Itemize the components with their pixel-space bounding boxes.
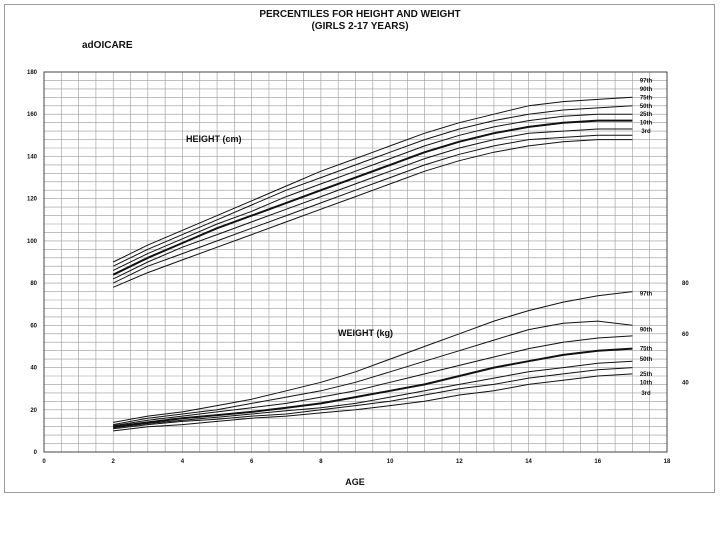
height-percentile-line — [112, 105, 633, 267]
x-tick-label: 18 — [664, 459, 671, 465]
weight-percentile-label: 90th — [640, 328, 653, 334]
y-tick-label: 100 — [27, 239, 38, 245]
right-axis-label: 40 — [682, 380, 689, 386]
weight-percentile-line — [113, 335, 633, 427]
x-tick-label: 14 — [525, 459, 532, 465]
height-percentile-line — [112, 119, 633, 276]
brand-label: adOICARE — [82, 40, 133, 51]
x-tick-label: 8 — [319, 459, 323, 465]
height-percentile-line — [112, 113, 633, 271]
height-percentile-line — [113, 139, 633, 288]
y-tick-label: 160 — [27, 112, 38, 118]
x-axis-label: AGE — [345, 477, 365, 487]
height-percentile-label: 90th — [640, 87, 653, 93]
chart-title: PERCENTILES FOR HEIGHT AND WEIGHT — [259, 9, 461, 20]
chart-frame — [4, 4, 715, 493]
x-tick-label: 6 — [250, 459, 254, 465]
right-axis-label: 80 — [682, 281, 689, 287]
y-tick-label: 120 — [27, 197, 38, 203]
y-tick-label: 180 — [27, 70, 38, 76]
chart-subtitle: (GIRLS 2-17 YEARS) — [311, 21, 409, 32]
x-tick-label: 2 — [112, 459, 116, 465]
y-tick-label: 60 — [30, 323, 37, 329]
weight-percentile-label: 3rd — [641, 391, 651, 397]
x-tick-label: 4 — [181, 459, 185, 465]
y-tick-label: 20 — [30, 408, 37, 414]
height-percentile-label: 75th — [640, 95, 653, 101]
x-tick-label: 10 — [387, 459, 394, 465]
weight-percentile-line — [113, 320, 633, 426]
x-tick-label: 0 — [42, 459, 46, 465]
y-tick-label: 80 — [30, 281, 37, 287]
weight-percentile-line — [113, 347, 633, 428]
height-percentile-line — [112, 134, 633, 284]
weight-percentile-label: 10th — [640, 380, 653, 386]
weight-percentile-label: 25th — [640, 372, 653, 378]
weight-percentile-label: 75th — [640, 347, 653, 353]
height-percentile-line — [112, 128, 633, 280]
height-percentile-label: 3rd — [641, 129, 651, 135]
plot-border — [43, 71, 668, 453]
x-tick-label: 12 — [456, 459, 463, 465]
weight-section-label: WEIGHT (kg) — [338, 328, 393, 338]
height-percentile-line — [112, 96, 633, 263]
height-percentile-label: 10th — [640, 121, 653, 127]
y-tick-label: 0 — [34, 450, 38, 456]
y-tick-label: 40 — [30, 366, 37, 372]
right-axis-label: 60 — [682, 332, 689, 338]
weight-percentile-line — [113, 291, 633, 423]
y-tick-label: 140 — [27, 154, 38, 160]
weight-percentile-line — [113, 360, 633, 429]
weight-percentile-line — [113, 367, 633, 430]
height-percentile-label: 50th — [640, 104, 653, 110]
weight-percentile-label: 97th — [640, 292, 653, 298]
height-percentile-label: 25th — [640, 112, 653, 118]
height-percentile-label: 97th — [640, 78, 653, 84]
weight-percentile-label: 50th — [640, 357, 653, 363]
weight-percentile-line — [113, 373, 633, 432]
x-tick-label: 16 — [594, 459, 601, 465]
height-section-label: HEIGHT (cm) — [186, 134, 242, 144]
